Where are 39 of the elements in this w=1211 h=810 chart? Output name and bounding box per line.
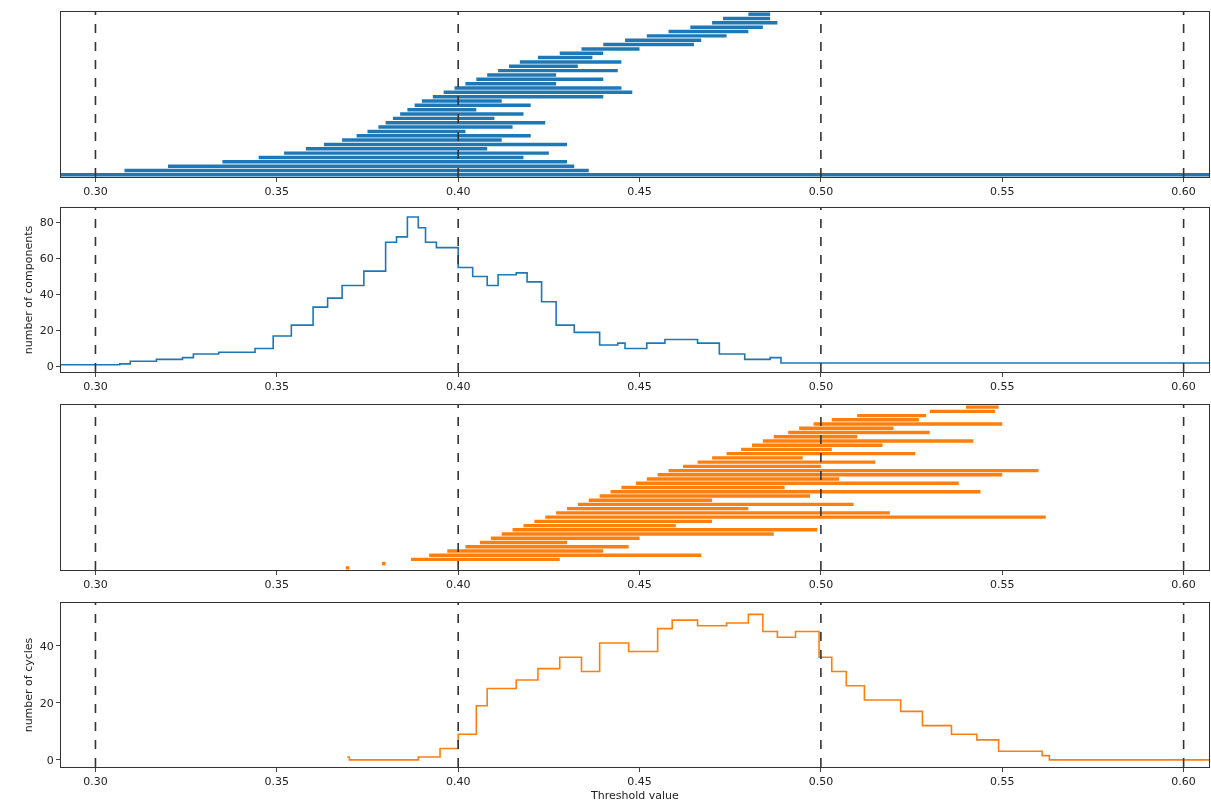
- x-tick-label: 0.30: [83, 775, 108, 789]
- x-tick-label: 0.45: [627, 775, 652, 789]
- x-tick-label: 0.55: [990, 380, 1015, 394]
- y-tick-label: 0: [46, 753, 54, 767]
- x-tick-label: 0.60: [1171, 185, 1196, 199]
- x-tick-label: 0.35: [264, 775, 290, 789]
- y-tick-label: 40: [39, 639, 54, 653]
- x-tick-label: 0.45: [627, 578, 652, 592]
- x-tick-label: 0.50: [808, 775, 834, 789]
- x-tick-label: 0.60: [1171, 380, 1196, 394]
- x-tick-label: 0.50: [808, 380, 834, 394]
- y-tick-label: 0: [46, 360, 54, 374]
- y-tick-label: 60: [39, 252, 54, 266]
- x-tick-label: 0.40: [445, 380, 471, 394]
- x-tick-label: 0.60: [1171, 775, 1196, 789]
- x-tick-label: 0.35: [264, 185, 290, 199]
- y-axis-title: number of components: [22, 225, 36, 355]
- x-tick-label: 0.55: [990, 185, 1015, 199]
- x-tick-label: 0.50: [808, 578, 834, 592]
- x-tick-label: 0.60: [1171, 578, 1196, 592]
- x-tick-label: 0.55: [990, 775, 1015, 789]
- x-tick-label: 0.40: [445, 775, 471, 789]
- x-tick-label: 0.40: [445, 578, 471, 592]
- x-tick-label: 0.30: [83, 380, 108, 394]
- x-tick-label: 0.35: [264, 578, 290, 592]
- y-tick-label: 80: [39, 216, 54, 230]
- y-tick-label: 20: [39, 324, 54, 338]
- x-tick-label: 0.30: [83, 578, 108, 592]
- y-tick-label: 20: [39, 696, 54, 710]
- x-tick-label: 0.40: [445, 185, 471, 199]
- y-tick-label: 40: [39, 288, 54, 302]
- x-axis-title: Threshold value: [590, 789, 680, 803]
- x-tick-label: 0.30: [83, 185, 108, 199]
- x-tick-label: 0.45: [627, 380, 652, 394]
- y-axis-title: number of cycles: [22, 637, 36, 733]
- x-tick-label: 0.55: [990, 578, 1015, 592]
- x-tick-label: 0.50: [808, 185, 834, 199]
- x-tick-label: 0.35: [264, 380, 290, 394]
- x-tick-label: 0.45: [627, 185, 652, 199]
